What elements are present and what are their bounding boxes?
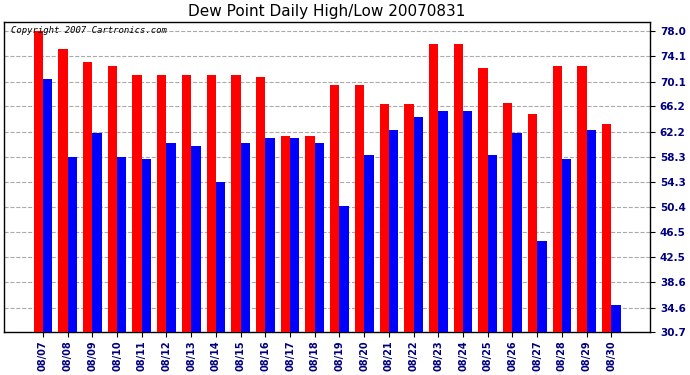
Bar [182,75,191,333]
Title: Dew Point Daily High/Low 20070831: Dew Point Daily High/Low 20070831 [188,4,466,19]
Bar [438,111,448,333]
Bar [117,157,126,333]
Bar [429,44,438,333]
Bar [454,44,463,333]
Bar [281,136,290,333]
Bar [108,66,117,333]
Bar [231,75,241,333]
Bar [602,124,611,333]
Bar [306,136,315,333]
Bar [132,75,141,333]
Bar [463,111,473,333]
Bar [266,138,275,333]
Bar [553,66,562,333]
Bar [389,130,398,333]
Bar [92,133,101,333]
Bar [191,146,201,333]
Text: Copyright 2007 Cartronics.com: Copyright 2007 Cartronics.com [10,26,166,35]
Bar [503,103,513,333]
Bar [478,68,488,333]
Bar [404,105,413,333]
Bar [315,143,324,333]
Bar [330,86,339,333]
Bar [43,79,52,333]
Bar [488,155,497,333]
Bar [586,130,596,333]
Bar [83,62,92,333]
Bar [562,159,571,333]
Bar [538,242,546,333]
Bar [256,77,266,333]
Bar [339,206,349,333]
Bar [413,117,423,333]
Bar [380,105,389,333]
Bar [34,31,43,333]
Bar [355,86,364,333]
Bar [166,143,176,333]
Bar [68,157,77,333]
Bar [364,155,373,333]
Bar [241,143,250,333]
Bar [578,66,586,333]
Bar [58,49,68,333]
Bar [141,159,151,333]
Bar [157,75,166,333]
Bar [206,75,216,333]
Bar [290,138,299,333]
Bar [216,182,226,333]
Bar [513,133,522,333]
Bar [611,305,621,333]
Bar [528,114,538,333]
